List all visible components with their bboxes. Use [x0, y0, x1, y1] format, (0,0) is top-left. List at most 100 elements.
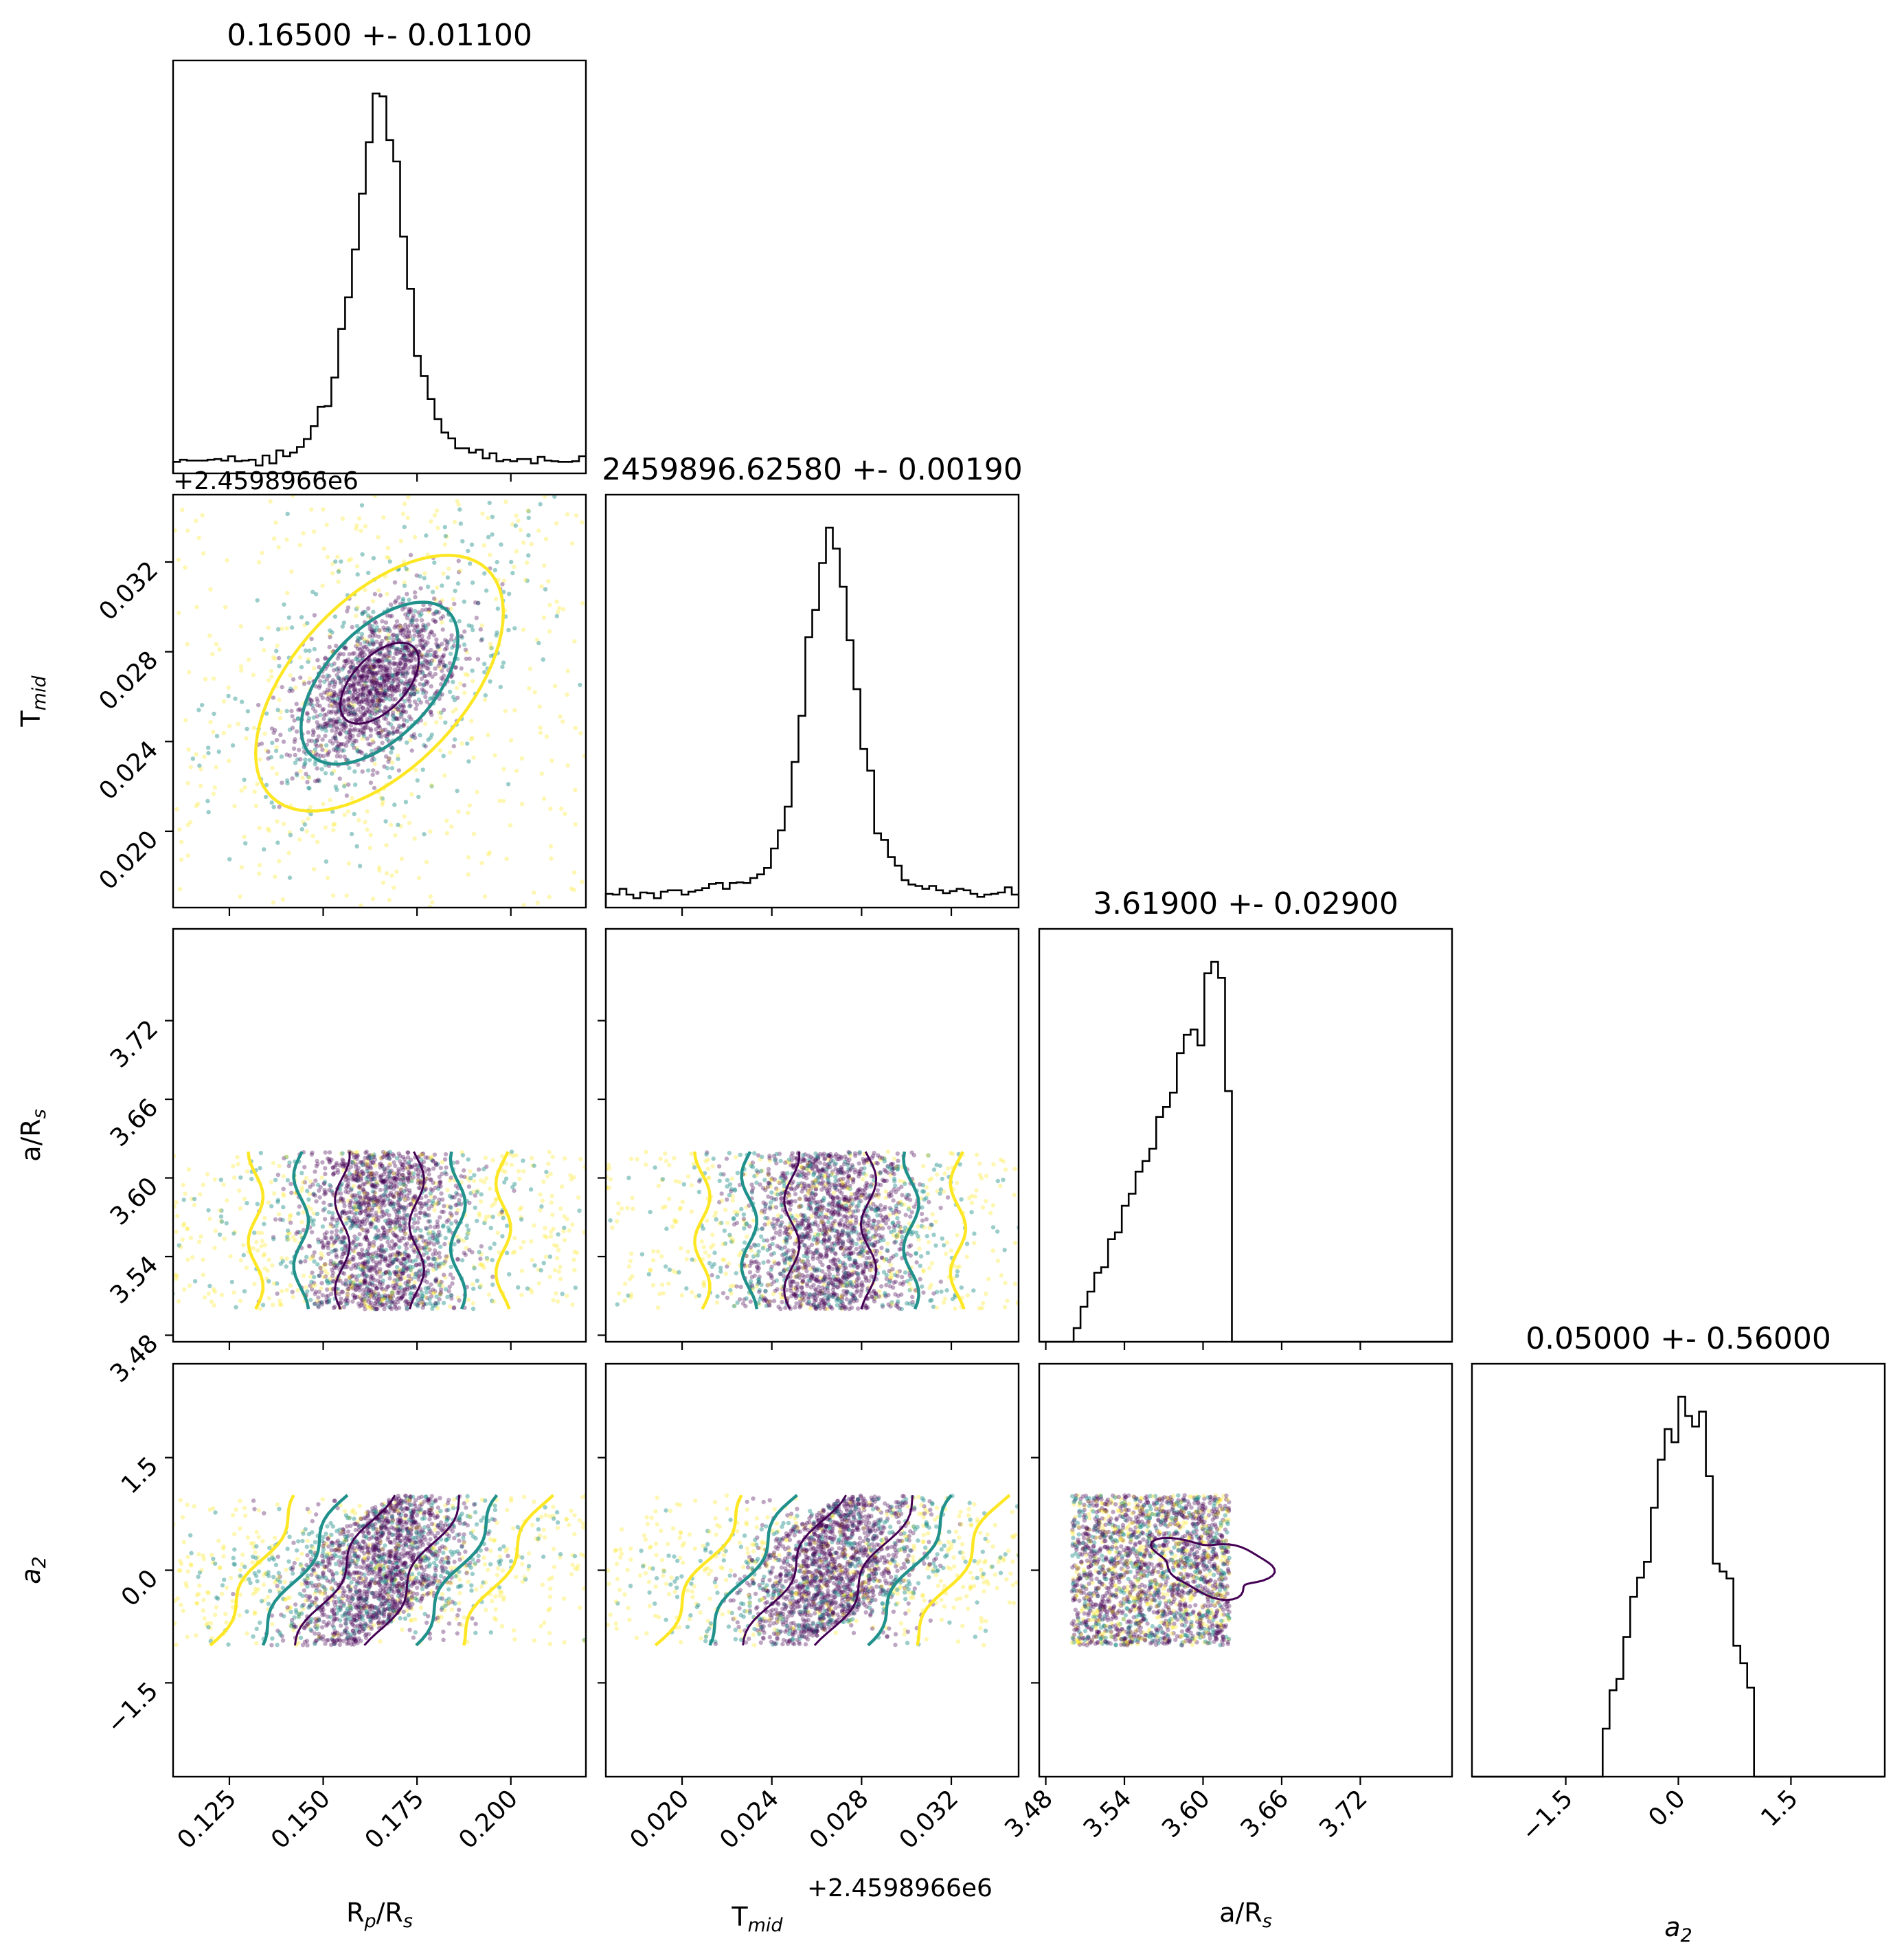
- sample-point: [269, 755, 274, 760]
- sample-point: [393, 833, 398, 838]
- sample-point: [352, 676, 358, 681]
- sample-point: [312, 613, 317, 618]
- sample-point: [465, 673, 470, 677]
- sample-point: [374, 727, 378, 732]
- sample-point: [431, 1303, 435, 1308]
- sample-point: [565, 763, 570, 768]
- sample-point: [320, 708, 325, 712]
- sample-point: [365, 736, 370, 741]
- sample-point: [303, 648, 308, 653]
- sample-point: [293, 685, 298, 690]
- sample-point: [372, 1301, 378, 1306]
- sample-point: [383, 1211, 389, 1216]
- sample-point: [328, 1286, 333, 1292]
- sample-point: [370, 1283, 375, 1288]
- sample-point: [365, 1155, 370, 1160]
- sample-point: [405, 1213, 409, 1218]
- sample-point: [361, 1292, 365, 1297]
- sample-point: [208, 587, 213, 592]
- sample-point: [387, 1161, 392, 1167]
- sample-point: [455, 1257, 460, 1262]
- sample-point: [340, 723, 345, 728]
- sample-point: [366, 1259, 371, 1264]
- sample-point: [536, 1281, 541, 1286]
- sample-point: [365, 1259, 370, 1264]
- sample-point: [270, 741, 275, 745]
- sample-point: [414, 1263, 419, 1268]
- sample-point: [441, 664, 446, 670]
- sample-point: [532, 890, 536, 895]
- sample-point: [404, 644, 409, 649]
- sample-point: [378, 1248, 383, 1254]
- sample-point: [353, 1197, 359, 1202]
- sample-point: [392, 1154, 396, 1158]
- sample-point: [361, 686, 365, 691]
- sample-point: [478, 627, 483, 632]
- sample-point: [548, 807, 553, 811]
- sample-point: [315, 696, 319, 701]
- sample-point: [429, 684, 433, 689]
- sample-point: [396, 1251, 401, 1256]
- sample-point: [221, 730, 226, 736]
- sample-point: [554, 1256, 560, 1261]
- sample-point: [335, 754, 339, 758]
- sample-point: [372, 703, 377, 708]
- sample-point: [398, 628, 403, 633]
- sample-point: [202, 1295, 207, 1300]
- sample-point: [371, 666, 376, 671]
- sample-point: [754, 1180, 759, 1185]
- sample-point: [430, 589, 435, 594]
- sample-point: [332, 698, 338, 704]
- sample-point: [343, 707, 348, 712]
- sample-point: [572, 1268, 577, 1272]
- sample-point: [357, 864, 363, 868]
- sample-point: [984, 1173, 989, 1178]
- sample-point: [315, 778, 320, 784]
- sample-point: [352, 687, 357, 693]
- sample-point: [435, 1222, 440, 1227]
- sample-point: [335, 705, 340, 710]
- sample-point: [401, 666, 407, 671]
- sample-point: [218, 1208, 223, 1213]
- sample-point: [361, 712, 366, 717]
- sample-point: [355, 747, 360, 753]
- sample-point: [360, 693, 365, 698]
- sample-point: [379, 1244, 385, 1249]
- sample-point: [214, 765, 218, 769]
- sample-point: [355, 657, 360, 662]
- sample-point: [275, 819, 280, 824]
- sample-point: [269, 800, 274, 805]
- sample-point: [385, 677, 389, 682]
- sample-point: [501, 589, 506, 594]
- sample-point: [490, 532, 495, 537]
- sample-point: [763, 1215, 768, 1221]
- sample-point: [372, 686, 377, 691]
- sample-point: [376, 588, 381, 593]
- sample-point: [403, 1231, 407, 1237]
- sample-point: [316, 723, 321, 728]
- sample-point: [372, 705, 378, 710]
- sample-point: [387, 673, 392, 677]
- sample-point: [335, 554, 340, 559]
- sample-point: [376, 697, 381, 702]
- sample-point: [271, 730, 276, 735]
- sample-point: [464, 649, 469, 655]
- sample-point: [435, 1306, 440, 1311]
- sample-point: [512, 626, 517, 631]
- sample-point: [218, 1214, 224, 1219]
- sample-point: [324, 721, 329, 726]
- sample-point: [392, 1227, 397, 1232]
- sample-point: [322, 721, 327, 726]
- sample-point: [370, 897, 376, 901]
- sample-point: [479, 638, 484, 643]
- sample-point: [482, 697, 488, 702]
- sample-point: [339, 1229, 343, 1234]
- sample-point: [295, 1288, 300, 1293]
- sample-point: [401, 722, 407, 727]
- sample-point: [300, 775, 305, 780]
- sample-point: [335, 719, 340, 724]
- sample-point: [342, 721, 347, 726]
- sample-point: [479, 1199, 484, 1204]
- sample-point: [349, 1210, 354, 1215]
- sample-point: [383, 691, 387, 696]
